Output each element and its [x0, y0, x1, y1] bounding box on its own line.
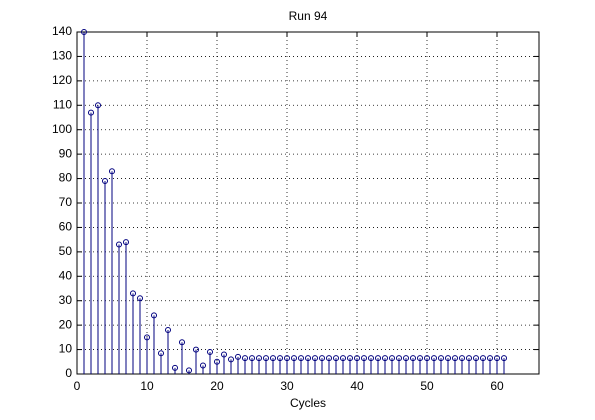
stem-marker: [494, 355, 500, 362]
stem-marker: [375, 355, 381, 362]
y-tick-label: 30: [59, 293, 73, 307]
stem-marker: [305, 355, 311, 362]
y-tick-label: 20: [59, 317, 73, 331]
chart-title: Run 94: [289, 9, 328, 23]
stem-marker: [256, 355, 262, 362]
stem-marker: [410, 355, 416, 362]
stem-marker: [480, 355, 486, 362]
y-tick-label: 130: [52, 49, 72, 63]
stem-marker: [277, 355, 283, 362]
stem-marker: [403, 355, 409, 362]
y-tick-label: 140: [52, 24, 72, 38]
stem-marker: [438, 355, 444, 362]
stem-marker: [123, 239, 129, 246]
x-tick-label: 60: [490, 379, 504, 393]
stem-marker: [242, 355, 248, 362]
stem-marker: [144, 334, 150, 341]
stem-marker: [200, 362, 206, 369]
stem-marker: [179, 339, 185, 346]
stem-marker: [417, 355, 423, 362]
stem-marker: [228, 356, 234, 363]
stem-marker: [312, 355, 318, 362]
stem-marker: [102, 178, 108, 185]
stem-marker: [151, 312, 157, 319]
stem-marker: [263, 355, 269, 362]
x-tick-label: 20: [210, 379, 224, 393]
x-tick-label: 10: [140, 379, 154, 393]
y-tick-label: 50: [59, 244, 73, 258]
x-axis-label: Cycles: [290, 396, 326, 410]
stem-marker: [333, 355, 339, 362]
stem-marker: [88, 109, 94, 116]
y-tick-label: 40: [59, 268, 73, 282]
stem-marker: [382, 355, 388, 362]
stem-marker: [186, 367, 192, 374]
stem-marker: [235, 353, 241, 360]
stem-marker: [424, 355, 430, 362]
stem-marker: [354, 355, 360, 362]
stem-marker: [109, 168, 115, 175]
stem-marker: [445, 355, 451, 362]
stem-marker: [172, 364, 178, 371]
stem-marker: [116, 241, 122, 248]
y-tick-label: 80: [59, 171, 73, 185]
y-tick-label: 120: [52, 73, 72, 87]
stem-marker: [214, 358, 220, 365]
y-tick-label: 100: [52, 122, 72, 136]
stem-marker: [270, 355, 276, 362]
stem-marker: [95, 102, 101, 109]
stem-marker: [452, 355, 458, 362]
stem-marker: [291, 355, 297, 362]
stem-marker: [501, 355, 507, 362]
stem-marker: [249, 355, 255, 362]
stem-marker: [466, 355, 472, 362]
stem-marker: [193, 346, 199, 353]
stem-marker: [396, 355, 402, 362]
y-tick-label: 90: [59, 146, 73, 160]
y-tick-label: 10: [59, 342, 73, 356]
stem-marker: [361, 355, 367, 362]
x-tick-label: 40: [350, 379, 364, 393]
stem-marker: [326, 355, 332, 362]
stem-marker: [368, 355, 374, 362]
stem-marker: [431, 355, 437, 362]
stem-marker: [137, 295, 143, 302]
x-tick-label: 30: [280, 379, 294, 393]
stem-marker: [473, 355, 479, 362]
x-tick-label: 50: [420, 379, 434, 393]
stem-marker: [298, 355, 304, 362]
y-tick-label: 110: [53, 97, 72, 111]
stem-marker: [340, 355, 346, 362]
stem-marker: [221, 351, 227, 358]
stem-marker: [165, 327, 171, 334]
stem-marker: [459, 355, 465, 362]
x-tick-label: 0: [74, 379, 81, 393]
stem-marker: [284, 355, 290, 362]
stem-marker: [487, 355, 493, 362]
y-tick-label: 70: [59, 195, 73, 209]
stem-marker: [81, 29, 87, 35]
stem-marker: [319, 355, 325, 362]
y-tick-label: 0: [65, 366, 72, 380]
y-tick-label: 60: [59, 220, 73, 234]
stem-marker: [130, 290, 136, 297]
stem-marker: [347, 355, 353, 362]
stem-marker: [158, 350, 164, 357]
stem-marker: [207, 349, 213, 356]
stem-marker: [389, 355, 395, 362]
